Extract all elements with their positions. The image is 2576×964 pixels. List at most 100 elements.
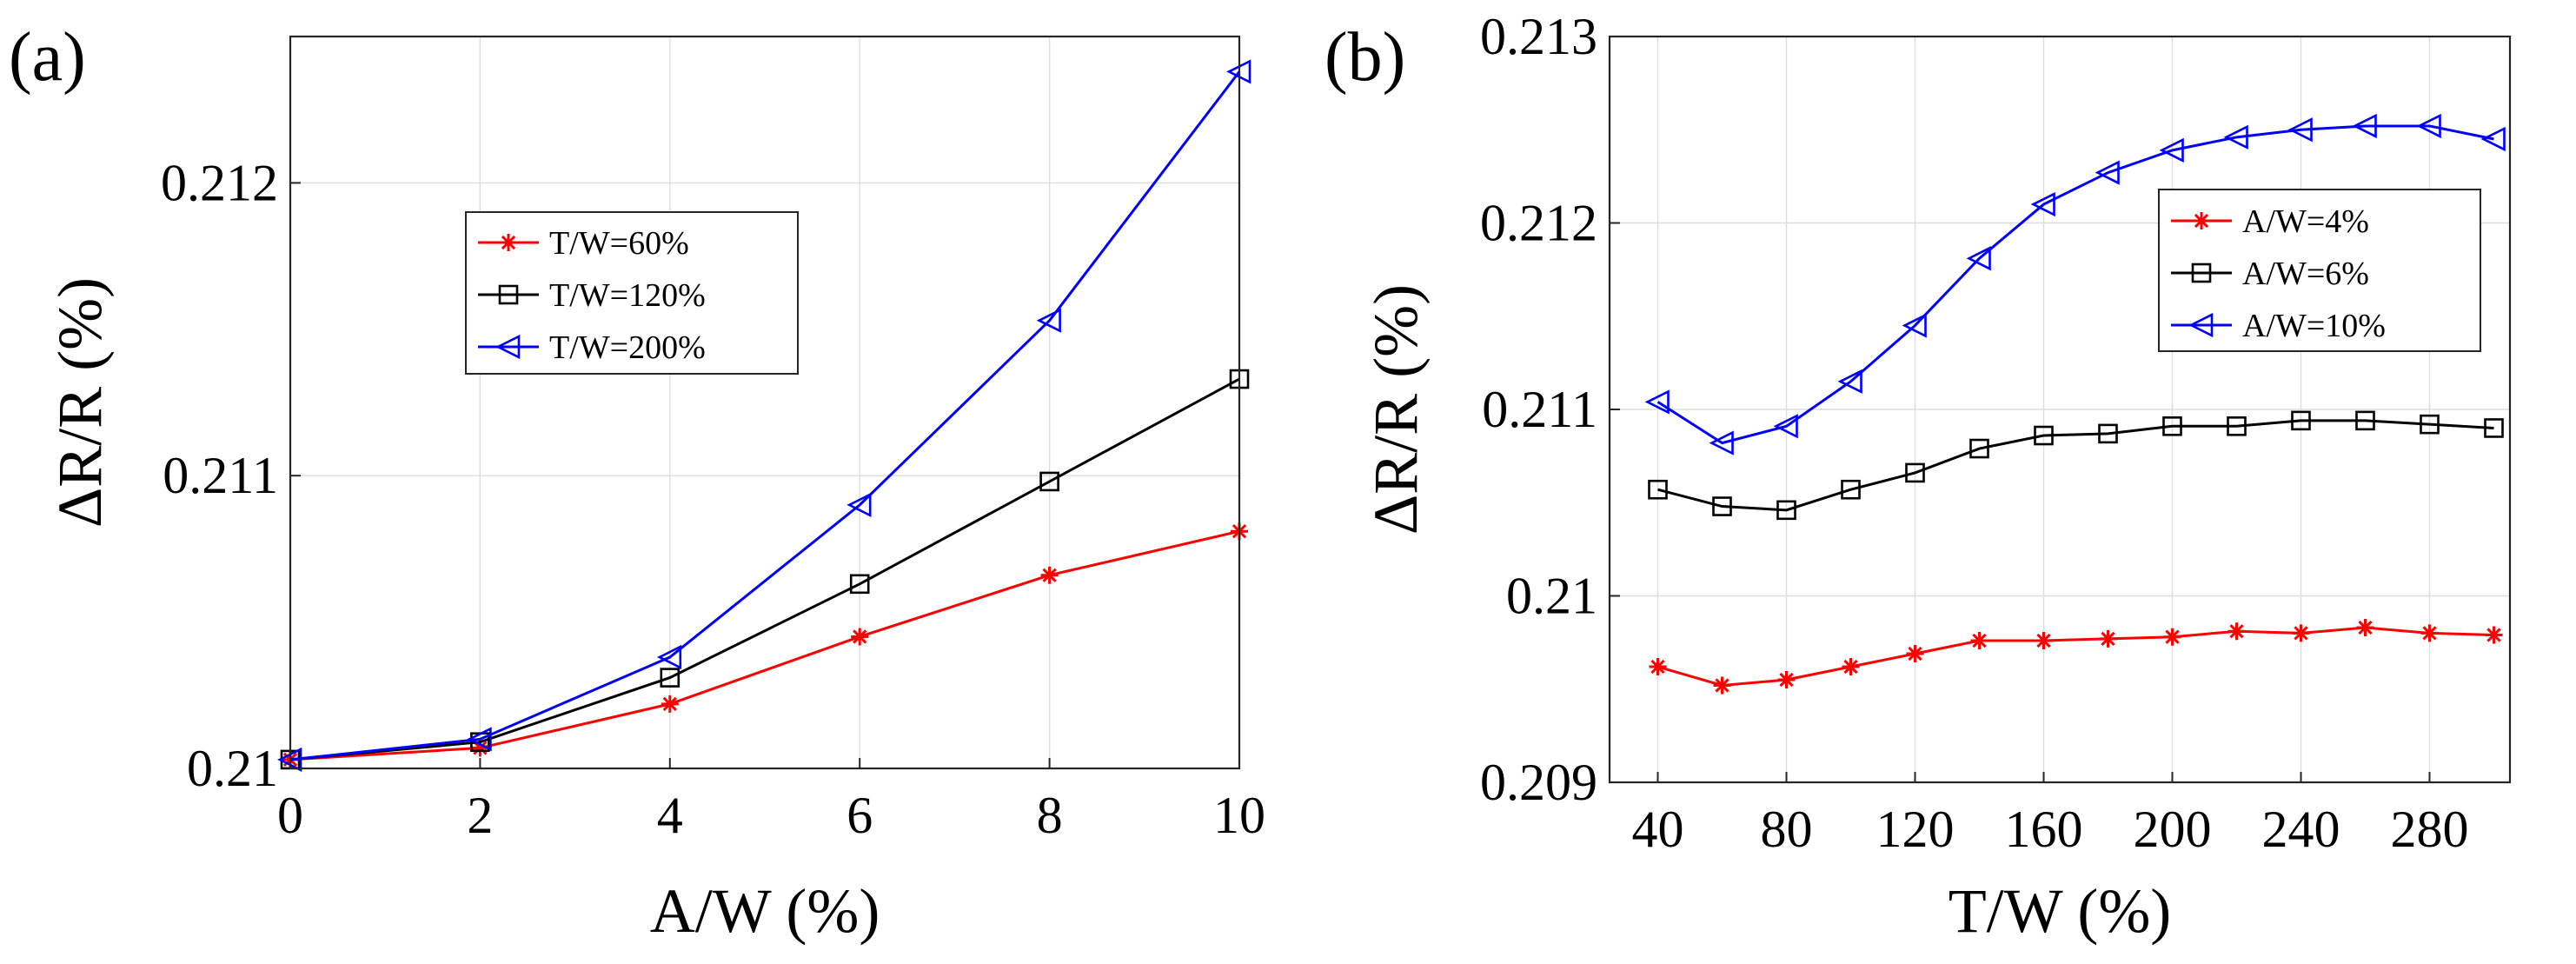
panel-b-series-1-point-3 xyxy=(1841,479,1861,500)
panel-a-series-1-point-2 xyxy=(660,668,681,688)
panel-b-legend-marker-0 xyxy=(2193,212,2210,229)
panel-b-series-1-point-8 xyxy=(2162,416,2182,436)
panel-a-x-axis-label: A/W (%) xyxy=(650,876,880,946)
panel-b-series-0-point-11 xyxy=(2356,618,2374,636)
panel-a-series-0-point-1 xyxy=(471,739,489,757)
panel-b-x-tick-label-0: 40 xyxy=(1632,801,1684,858)
panel-b-series-2-point-9 xyxy=(2223,124,2248,150)
panel-b-series-2-point-1 xyxy=(1709,430,1734,455)
panel-b-series-1-point-7 xyxy=(2098,423,2118,444)
panel-b-series-1-point-11 xyxy=(2355,410,2375,431)
panel-b-legend-entry-1: A/W=6% xyxy=(2171,256,2369,292)
panel-b-series-2-point-7 xyxy=(2095,160,2120,185)
panel-a-x-tick-label-0: 0 xyxy=(277,787,303,844)
panel-b-series-2 xyxy=(1644,113,2506,455)
panel-a-x-tick-label-3: 6 xyxy=(846,787,873,844)
panel-b-y-tick-label-3: 0.212 xyxy=(1480,195,1597,252)
panel-b-x-tick-label-6: 280 xyxy=(2391,801,2469,858)
panel-b-x-tick-label-3: 160 xyxy=(2005,801,2083,858)
panel-b-y-axis-label: ΔR/R (%) xyxy=(1361,284,1431,535)
panel-b-series-2-point-11 xyxy=(2352,113,2377,139)
panel-b-series xyxy=(1644,113,2506,695)
panel-b-x-tick-label-4: 200 xyxy=(2134,801,2212,858)
panel-b-series-2-point-5 xyxy=(1966,246,1991,271)
panel-a-series-0-point-3 xyxy=(851,628,869,646)
panel-a-series-2-point-1 xyxy=(467,727,492,752)
panel-b-series-1-point-13 xyxy=(2484,418,2504,438)
panel-a-y-tick-label-2: 0.212 xyxy=(161,154,278,211)
panel-a-legend-marker-2 xyxy=(495,334,521,360)
panel-b-series-1-point-6 xyxy=(2034,425,2054,446)
panel-b-series-1-point-10 xyxy=(2291,410,2311,431)
panel-a-legend-label-2: T/W=200% xyxy=(549,329,706,366)
panel-b-series-1-point-1 xyxy=(1712,496,1732,516)
panel-b-series-1-point-12 xyxy=(2420,414,2440,435)
panel-a-x-tick-label-2: 4 xyxy=(657,787,683,844)
panel-b-series-0-point-6 xyxy=(2035,631,2053,649)
panel-a: 0 2 4 6 8 10 0.21 0.211 0.212 (a) A/W (%) ΔR/R (… xyxy=(9,19,1265,946)
panel-b-series-1-point-4 xyxy=(1905,462,1925,483)
panel-a-legend-label-1: T/W=120% xyxy=(549,277,706,314)
panel-a-x-tick-label-1: 2 xyxy=(467,787,493,844)
panel-a-series-0-point-2 xyxy=(661,695,679,713)
panel-b-series-0-point-9 xyxy=(2227,622,2246,641)
panel-a-series-1-line xyxy=(289,377,1240,761)
panel-b-x-axis-label: T/W (%) xyxy=(1949,876,2172,946)
panel-a-axes-frame xyxy=(289,35,1241,770)
panel-b-series-0-point-2 xyxy=(1777,671,1796,689)
panel-b-legend-label-2: A/W=10% xyxy=(2242,308,2386,344)
panel-b: 40 80 120 160 200 240 280 0.209 0.21 0.211 0.212 0.… xyxy=(1325,8,2512,946)
panel-b-legend-label-1: A/W=6% xyxy=(2242,256,2369,292)
panel-b-series-1-line xyxy=(1657,419,2494,512)
panel-b-series-2-point-6 xyxy=(2030,191,2055,217)
panel-b-series-0-point-3 xyxy=(1842,658,1860,676)
panel-b-series-0-point-10 xyxy=(2292,624,2310,642)
panel-b-series-0-point-13 xyxy=(2485,626,2503,644)
panel-b-series-0-line xyxy=(1657,626,2494,687)
panel-b-y-tick-label-1: 0.21 xyxy=(1506,568,1597,625)
panel-a-legend-entry-0: T/W=60% xyxy=(478,225,689,262)
panel-a-legend-entry-1: T/W=120% xyxy=(478,277,706,314)
panel-a-series-2-point-3 xyxy=(846,492,872,517)
panel-b-series-0-point-4 xyxy=(1906,644,1924,662)
panel-a-legend: T/W=60% T/W=120% T/W=200% xyxy=(465,211,799,375)
panel-b-series-1-point-5 xyxy=(1969,438,1989,459)
panel-b-series-1-point-0 xyxy=(1648,479,1668,500)
panel-b-series-2-point-0 xyxy=(1644,389,1670,415)
panel-a-series-1-point-4 xyxy=(1039,471,1059,492)
panel-b-legend-entry-0: A/W=4% xyxy=(2171,203,2369,240)
panel-a-y-tick-label-0: 0.21 xyxy=(187,740,278,797)
panel-b-series-2-point-8 xyxy=(2159,137,2184,163)
panel-a-y-tick-label-1: 0.211 xyxy=(163,447,278,504)
panel-b-series-2-point-2 xyxy=(1773,414,1798,439)
panel-b-legend: A/W=4% A/W=6% A/W=10% xyxy=(2158,189,2481,352)
panel-b-series-2-point-10 xyxy=(2287,117,2313,143)
panel-b-series-2-point-3 xyxy=(1837,369,1862,394)
panel-a-legend-marker-0 xyxy=(500,234,517,251)
panel-b-y-tick-label-4: 0.213 xyxy=(1480,8,1597,65)
panel-b-series-1-point-9 xyxy=(2227,416,2247,436)
panel-a-x-tick-label-5: 10 xyxy=(1213,787,1265,844)
panel-b-series-0-point-0 xyxy=(1649,658,1667,676)
panel-b-series-1 xyxy=(1648,410,2504,521)
panel-b-series-1-point-2 xyxy=(1776,500,1796,521)
panel-b-x-tick-label-2: 120 xyxy=(1876,801,1955,858)
panel-b-legend-label-0: A/W=4% xyxy=(2242,203,2369,240)
panel-a-legend-entry-2: T/W=200% xyxy=(478,329,706,366)
panel-a-series-0-line xyxy=(289,529,1240,761)
panel-b-legend-marker-2 xyxy=(2188,312,2214,338)
panel-a-x-tick-label-4: 8 xyxy=(1037,787,1063,844)
panel-b-x-tick-label-5: 240 xyxy=(2262,801,2340,858)
panel-b-series-2-point-12 xyxy=(2416,113,2441,139)
panel-b-series-2-point-4 xyxy=(1902,313,1927,338)
panel-b-series-0-point-1 xyxy=(1713,676,1731,695)
panel-b-x-tick-label-1: 80 xyxy=(1761,801,1813,858)
panel-a-series-2-point-4 xyxy=(1036,308,1061,333)
panel-b-series-0-point-5 xyxy=(1970,631,1988,649)
panel-a-series-2-line xyxy=(289,70,1241,761)
panel-b-series-0 xyxy=(1649,618,2503,695)
panel-b-label: (b) xyxy=(1325,19,1405,96)
panel-a-legend-label-0: T/W=60% xyxy=(549,225,689,262)
panel-a-ticks: 0 2 4 6 8 10 0.21 0.211 0.212 xyxy=(161,154,1265,844)
panel-a-legend-marker-1 xyxy=(498,284,519,305)
